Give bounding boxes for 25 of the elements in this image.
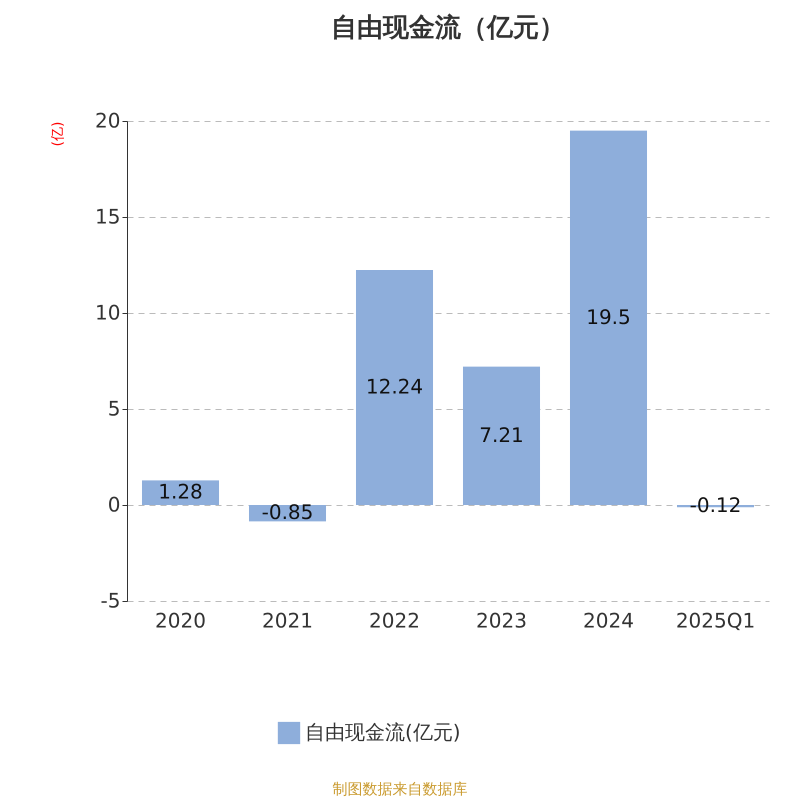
x-tick-label: 2020 [155,608,206,632]
data-label: -0.12 [690,493,742,518]
y-tick-label: 20 [95,108,120,132]
data-label: 7.21 [479,422,524,447]
x-tick-label: 2023 [476,608,527,632]
y-tick-label: -5 [100,588,120,612]
y-tick-label: 15 [95,204,120,228]
y-tick-label: 5 [108,396,120,420]
y-axis-title: (亿) [50,122,66,146]
bar [570,130,648,505]
x-tick-label: 2025Q1 [676,608,756,632]
chart-title: 自由现金流（亿元） [331,13,565,43]
data-label: 12.24 [366,374,424,398]
data-label: -0.85 [262,500,314,524]
y-tick-label: 0 [108,492,120,516]
data-label: 1.28 [158,480,203,504]
text: 制图数据来自数据库 [332,780,468,799]
legend-label: 自由现金流(亿元) [305,720,461,744]
x-tick-label: 2022 [369,608,420,632]
data-label: 19.5 [586,304,631,329]
x-tick-label: 2024 [583,608,634,632]
bar [462,366,540,505]
y-tick-label: 10 [95,300,120,324]
x-tick-label: 2021 [262,608,313,632]
bar [356,270,434,505]
